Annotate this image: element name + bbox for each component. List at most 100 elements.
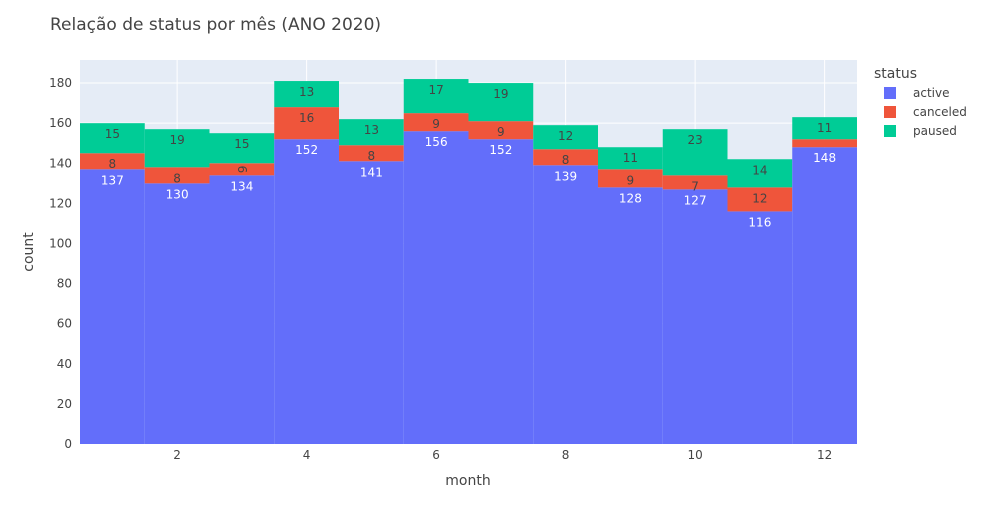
x-tick-label: 8 <box>562 448 570 462</box>
y-tick-label: 100 <box>49 236 72 250</box>
bar-active <box>662 189 728 444</box>
bar-paused <box>662 129 728 176</box>
bar-label-canceled: 12 <box>752 191 767 205</box>
x-tick-label: 2 <box>173 448 181 462</box>
bar-label-paused: 13 <box>299 85 314 99</box>
legend-title: status <box>874 66 917 82</box>
bar-label-canceled: 7 <box>691 179 699 193</box>
x-axis-ticks: 2 4 6 8 10 12 <box>173 448 832 462</box>
legend-label-canceled: canceled <box>913 105 967 119</box>
x-tick-label: 10 <box>687 448 702 462</box>
bar-active <box>598 187 663 444</box>
y-tick-label: 180 <box>49 76 72 90</box>
bar-label-active: 152 <box>295 143 318 157</box>
x-tick-label: 6 <box>432 448 440 462</box>
bar-paused <box>468 83 534 122</box>
legend-swatch-canceled <box>884 106 896 118</box>
bar-paused <box>727 159 793 188</box>
x-axis-title: month <box>445 473 490 489</box>
bar-label-active: 152 <box>489 143 512 157</box>
bar-label-paused: 13 <box>364 123 379 137</box>
x-tick-label: 4 <box>303 448 311 462</box>
bar-label-paused: 12 <box>558 129 573 143</box>
bar-label-paused: 11 <box>623 151 638 165</box>
bar-active <box>468 139 534 444</box>
bar-active <box>403 131 469 445</box>
bars-layer <box>80 79 857 445</box>
bar-label-canceled: 9 <box>627 173 635 187</box>
bar-label-canceled: 6 <box>235 165 249 173</box>
bar-canceled <box>339 145 404 162</box>
bar-paused <box>533 125 598 150</box>
y-tick-label: 0 <box>64 437 72 451</box>
bar-canceled <box>403 113 469 132</box>
bar-paused <box>274 81 339 108</box>
bar-label-active: 139 <box>554 169 577 183</box>
legend-swatch-paused <box>884 125 896 137</box>
bar-label-paused: 14 <box>752 163 767 177</box>
bar-label-active: 141 <box>360 165 383 179</box>
bar-label-canceled: 8 <box>562 153 570 167</box>
y-tick-label: 60 <box>57 317 72 331</box>
bar-active <box>209 175 275 444</box>
bar-active <box>144 183 210 444</box>
y-tick-label: 80 <box>57 277 72 291</box>
bar-label-active: 156 <box>425 135 448 149</box>
bar-canceled <box>533 149 598 166</box>
bar-label-active: 127 <box>684 193 707 207</box>
y-tick-label: 40 <box>57 357 72 371</box>
bar-label-canceled: 16 <box>299 111 314 125</box>
bar-label-active: 134 <box>230 179 253 193</box>
y-tick-label: 160 <box>49 116 72 130</box>
bar-labels-layer: 137 8 15 130 8 19 134 6 15 152 16 13 141 8 13 156 9 17 152… <box>101 83 836 229</box>
bar-canceled <box>274 107 339 140</box>
bar-canceled <box>598 169 663 188</box>
bar-canceled <box>468 121 534 140</box>
legend-label-paused: paused <box>913 124 957 138</box>
bar-label-canceled: 8 <box>173 171 181 185</box>
legend-swatch-active <box>884 87 896 99</box>
bar-active <box>727 211 793 444</box>
bar-label-active: 148 <box>813 151 836 165</box>
bar-label-active: 130 <box>166 187 189 201</box>
bar-canceled <box>792 139 857 148</box>
x-tick-label: 12 <box>817 448 832 462</box>
bar-label-active: 128 <box>619 191 642 205</box>
bar-label-paused: 17 <box>428 83 443 97</box>
bar-label-paused: 19 <box>169 133 184 147</box>
bar-label-canceled: 9 <box>497 125 505 139</box>
bar-paused <box>209 133 275 164</box>
bar-canceled <box>80 153 145 170</box>
bar-active <box>792 147 857 444</box>
bar-active <box>274 139 339 444</box>
bar-paused <box>598 147 663 170</box>
bar-label-canceled: 9 <box>432 117 440 131</box>
bar-label-canceled: 8 <box>109 157 117 171</box>
bar-label-paused: 15 <box>234 137 249 151</box>
y-tick-label: 140 <box>49 156 72 170</box>
legend-label-active: active <box>913 86 949 100</box>
chart-title: Relação de status por mês (ANO 2020) <box>50 15 381 35</box>
bar-active <box>80 169 145 444</box>
bar-active <box>533 165 598 444</box>
y-axis-title: count <box>21 232 37 272</box>
bar-paused <box>403 79 469 114</box>
y-axis-ticks: 0 20 40 60 80 100 120 140 160 180 <box>49 76 72 451</box>
bar-active <box>339 161 404 444</box>
bar-label-paused: 15 <box>105 127 120 141</box>
bar-paused <box>144 129 210 168</box>
y-tick-label: 120 <box>49 196 72 210</box>
y-tick-label: 20 <box>57 397 72 411</box>
bar-paused <box>80 123 145 154</box>
bar-canceled <box>144 167 210 184</box>
legend: status active canceled paused <box>874 66 967 138</box>
bar-label-canceled: 8 <box>368 149 376 163</box>
bar-label-active: 116 <box>748 215 771 229</box>
bar-label-paused: 23 <box>687 133 702 147</box>
bar-paused <box>792 117 857 140</box>
bar-canceled <box>209 163 275 176</box>
bar-paused <box>339 119 404 146</box>
bar-label-paused: 19 <box>493 87 508 101</box>
bar-canceled <box>662 175 728 190</box>
